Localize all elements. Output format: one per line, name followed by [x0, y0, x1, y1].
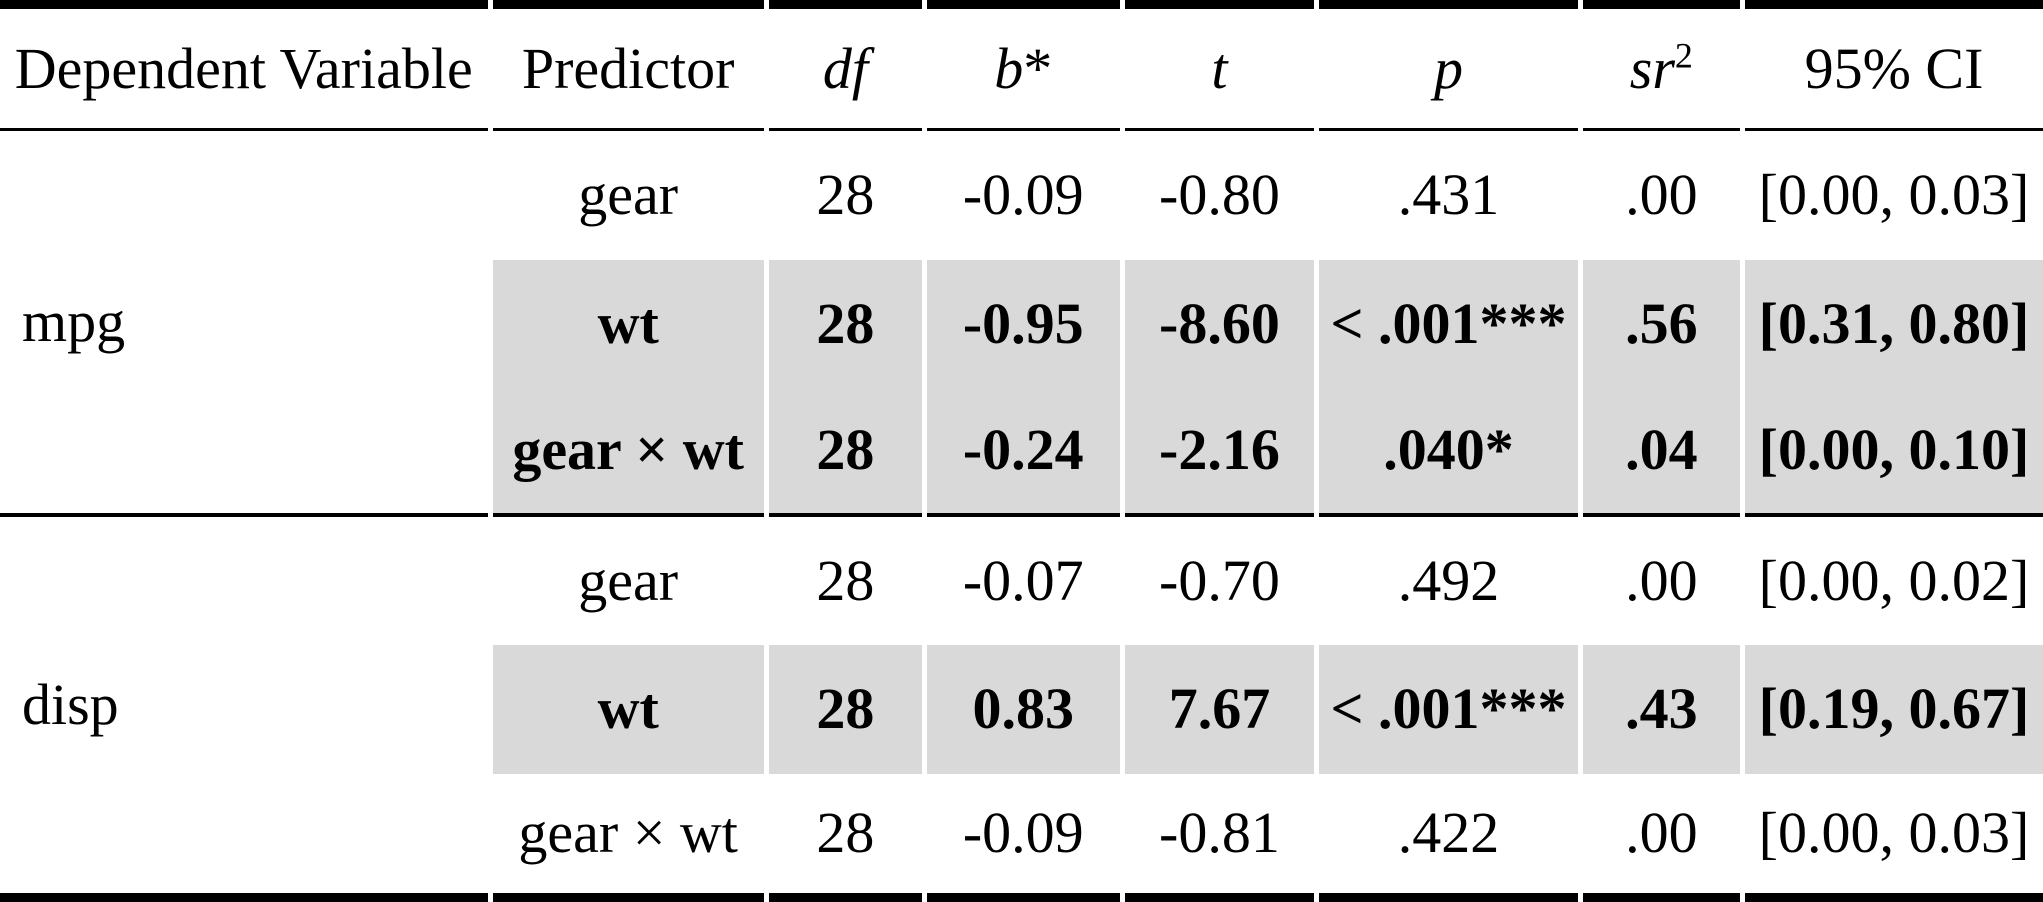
dependent-variable-cell: disp [0, 516, 488, 902]
cell-df: 28 [768, 774, 922, 902]
cell-sr-squared: .00 [1582, 774, 1740, 902]
cell-b-star: 0.83 [927, 645, 1120, 774]
cell-ci-95: [0.31, 0.80] [1744, 259, 2043, 388]
cell-b-star: -0.09 [927, 774, 1120, 902]
header-label-predictor: Predictor [521, 35, 735, 101]
cell-df: 28 [816, 547, 875, 613]
cell-t: 7.67 [1124, 645, 1315, 774]
cell-b-star: -0.09 [962, 162, 1084, 228]
header-cell-ci-95: 95% CI [1744, 0, 2043, 131]
header-label-p: p [1434, 35, 1464, 101]
cell-predictor: wt [492, 259, 764, 388]
cell-predictor: gear × wt [492, 388, 764, 517]
cell-predictor: gear [578, 547, 679, 613]
header-label-ci-95: 95% CI [1804, 35, 1984, 101]
header-cell-b-star: b* [927, 0, 1120, 131]
cell-sr-squared: .04 [1582, 388, 1740, 517]
cell-sr-squared: .00 [1625, 547, 1698, 613]
cell-predictor: gear [578, 162, 679, 228]
header-cell-predictor: Predictor [492, 0, 764, 131]
cell-sr-squared: .43 [1582, 645, 1740, 774]
cell-df: 28 [816, 162, 875, 228]
header-superscript-sr-squared: 2 [1674, 35, 1693, 76]
cell-ci-95: [0.00, 0.03] [1758, 162, 2030, 228]
cell-p: < .001*** [1319, 645, 1578, 774]
header-cell-df: df [768, 0, 922, 131]
header-cell-p: p [1319, 0, 1578, 131]
table-row: wt 28 0.83 7.67 < .001*** .43 [0.19, 0.67] [0, 645, 2043, 774]
cell-ci-95: [0.00, 0.10] [1744, 388, 2043, 517]
cell-sr-squared: .56 [1582, 259, 1740, 388]
header-label-t: t [1211, 35, 1228, 101]
cell-p: .422 [1319, 774, 1578, 902]
dependent-variable-cell: mpg [0, 131, 488, 517]
cell-b-star: -0.95 [927, 259, 1120, 388]
header-label-sr-squared: sr [1629, 35, 1675, 101]
cell-b-star: -0.07 [962, 547, 1084, 613]
cell-ci-95: [0.00, 0.03] [1744, 774, 2043, 902]
table-row: wt 28 -0.95 -8.60 < .001*** .56 [0.31, 0.80] [0, 259, 2043, 388]
cell-p: .040* [1319, 388, 1578, 517]
cell-ci-95: [0.00, 0.02] [1758, 547, 2030, 613]
cell-t: -2.16 [1124, 388, 1315, 517]
cell-sr-squared: .00 [1625, 162, 1698, 228]
table-body: mpg gear 28 -0.09 -0.80.431.00 [0.00, 0.03] wt… [0, 131, 2043, 902]
header-label-dependent-variable: Dependent Variable [14, 35, 473, 101]
header-cell-dependent-variable: Dependent Variable [0, 0, 488, 131]
table-row: gear × wt 28 -0.24 -2.16.040* .04 [0.00, 0.10… [0, 388, 2043, 517]
table-row: disp gear 28 -0.07 -0.70 .492 .00 [0.00, 0.02] [0, 516, 2043, 902]
cell-df: 28 [768, 259, 922, 388]
cell-b-star: -0.24 [927, 388, 1120, 517]
cell-df: 28 [768, 645, 922, 774]
table-row: mpg gear 28 -0.09 -0.80 .431 .00 [0.00, 0.03] [0, 131, 2043, 517]
cell-t: -0.81 [1124, 774, 1315, 902]
cell-df: 28 [768, 388, 922, 517]
header-label-df: df [822, 35, 868, 101]
cell-predictor: gear × wt [492, 774, 764, 902]
header-row: Dependent Variable Predictor df b* t p sr2 95% … [0, 0, 2043, 131]
cell-p: .431 [1397, 162, 1500, 228]
header-cell-t: t [1124, 0, 1315, 131]
table-header: Dependent Variable Predictor df b* t p sr2 95% … [0, 0, 2043, 131]
cell-t: -8.60 [1124, 259, 1315, 388]
cell-p: < .001*** [1319, 259, 1578, 388]
cell-t: -0.80 [1159, 162, 1280, 228]
header-suffix-b-star: * [1023, 35, 1053, 101]
cell-t: -0.70 [1159, 547, 1280, 613]
cell-predictor: wt [492, 645, 764, 774]
header-cell-sr-squared: sr2 [1582, 0, 1740, 131]
table-row: gear × wt 28 -0.09 -0.81.422.00 [0.00, 0.03] [0, 774, 2043, 902]
cell-ci-95: [0.19, 0.67] [1744, 645, 2043, 774]
header-label-b-star: b [994, 35, 1024, 101]
cell-p: .492 [1397, 547, 1500, 613]
